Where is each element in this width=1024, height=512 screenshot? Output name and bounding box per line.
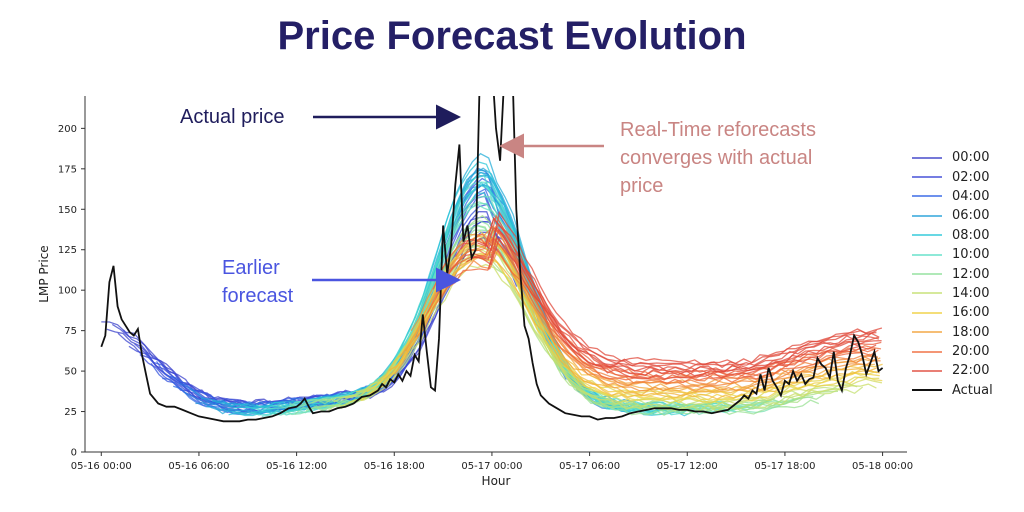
- legend-label: Actual: [952, 382, 993, 398]
- y-tick-label: 175: [58, 164, 77, 175]
- legend-swatch: [912, 156, 942, 159]
- annotation-arrows: [312, 104, 604, 293]
- y-tick-label: 75: [64, 326, 77, 337]
- forecast-line-1600: [383, 238, 881, 400]
- legend-item-0800: 08:00: [912, 226, 993, 245]
- legend-label: 14:00: [952, 285, 990, 301]
- legend-swatch: [912, 369, 942, 372]
- legend-item-0200: 02:00: [912, 167, 993, 186]
- forecast-line-1800: [410, 225, 876, 392]
- forecast-line-2200: [493, 227, 877, 369]
- legend-label: 04:00: [952, 188, 990, 204]
- legend-swatch: [912, 331, 942, 334]
- forecast-line-0200: [134, 191, 542, 406]
- annotation-earlier-forecast: Earlier forecast: [222, 254, 293, 310]
- forecast-line-2000: [438, 245, 879, 385]
- legend-swatch: [912, 195, 942, 198]
- legend-item-Actual: Actual: [912, 381, 993, 400]
- annotation-realtime-line-3: price: [620, 175, 664, 197]
- legend-swatch: [912, 234, 942, 237]
- legend-label: 16:00: [952, 305, 990, 321]
- y-tick-label: 150: [58, 205, 77, 216]
- forecast-line-1000: [272, 203, 770, 416]
- legend-item-2200: 22:00: [912, 361, 993, 380]
- x-tick-label: 05-17 18:00: [754, 461, 815, 472]
- forecast-line-2000: [443, 237, 876, 381]
- legend-label: 22:00: [952, 363, 990, 379]
- legend-label: 20:00: [952, 344, 990, 360]
- legend-label: 06:00: [952, 208, 990, 224]
- forecast-line-1400: [339, 263, 877, 409]
- annotation-earlier-line-2: forecast: [222, 285, 294, 307]
- forecast-line-0200: [145, 203, 562, 408]
- legend-swatch: [912, 176, 942, 179]
- legend-label: 12:00: [952, 266, 990, 282]
- legend-label: 10:00: [952, 247, 990, 263]
- x-tick-label: 05-16 00:00: [71, 461, 132, 472]
- annotation-realtime: Real-Time reforecasts converges with act…: [620, 116, 860, 200]
- forecast-line-1800: [399, 241, 881, 390]
- y-tick-label: 0: [71, 448, 77, 459]
- legend-swatch: [912, 311, 942, 314]
- legend-item-1400: 14:00: [912, 284, 993, 303]
- x-tick-label: 05-16 12:00: [266, 461, 327, 472]
- annotation-realtime-line-2: converges with actual: [620, 147, 813, 169]
- x-axis-label: Hour: [482, 474, 511, 488]
- x-tick-label: 05-16 18:00: [364, 461, 425, 472]
- legend-label: 08:00: [952, 227, 990, 243]
- forecast-line-2000: [449, 228, 882, 377]
- axes: 0 25 50 75 100 125 150 175 200 05-16 00:00 05-16 0…: [37, 96, 913, 488]
- legend-item-1200: 12:00: [912, 264, 993, 283]
- legend-swatch: [912, 350, 942, 353]
- legend-item-1000: 10:00: [912, 245, 993, 264]
- legend-item-0000: 00:00: [912, 148, 993, 167]
- y-tick-label: 125: [58, 245, 77, 256]
- actual-line: [100, 96, 884, 423]
- y-tick-label: 50: [64, 367, 77, 378]
- forecast-line-1200: [316, 253, 839, 412]
- legend-item-0600: 06:00: [912, 206, 993, 225]
- forecast-line-1600: [377, 238, 883, 394]
- legend-item-0400: 04:00: [912, 187, 993, 206]
- forecast-line-1200: [327, 244, 858, 411]
- forecast-line-2200: [488, 236, 880, 372]
- legend-swatch: [912, 214, 942, 217]
- legend-swatch: [912, 253, 942, 256]
- y-axis-label: LMP Price: [37, 245, 51, 302]
- legend-label: 18:00: [952, 324, 990, 340]
- x-tick-label: 05-16 06:00: [168, 461, 229, 472]
- forecast-line-0200: [139, 220, 548, 414]
- legend-item-1600: 16:00: [912, 303, 993, 322]
- x-tick-label: 05-18 00:00: [852, 461, 913, 472]
- legend-swatch: [912, 292, 942, 295]
- forecast-line-1800: [416, 248, 881, 389]
- x-tick-label: 05-17 06:00: [559, 461, 620, 472]
- legend-item-1800: 18:00: [912, 323, 993, 342]
- legend-label: 00:00: [952, 150, 990, 166]
- y-tick-label: 200: [58, 124, 77, 135]
- legend-label: 02:00: [952, 169, 990, 185]
- legend-swatch: [912, 273, 942, 276]
- chart-title: Price Forecast Evolution: [277, 14, 747, 58]
- annotation-actual-price: Actual price: [180, 106, 285, 128]
- legend-swatch: [912, 389, 942, 392]
- y-tick-label: 100: [58, 286, 77, 297]
- annotation-earlier-line-1: Earlier: [222, 257, 280, 279]
- forecast-line-1600: [388, 256, 878, 397]
- legend: 00:00 02:00 04:00 06:00 08:00 10:00 12:00 14:00…: [912, 148, 993, 400]
- legend-item-2000: 20:00: [912, 342, 993, 361]
- y-tick-label: 25: [64, 407, 77, 418]
- annotation-realtime-line-1: Real-Time reforecasts: [620, 119, 816, 141]
- x-tick-label: 05-17 00:00: [461, 461, 522, 472]
- x-tick-label: 05-17 12:00: [657, 461, 718, 472]
- actual-line-group: [100, 96, 884, 423]
